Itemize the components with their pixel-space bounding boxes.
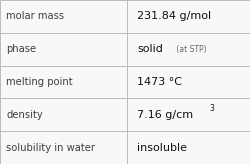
Text: solid: solid <box>137 44 163 54</box>
Text: 3: 3 <box>210 104 214 113</box>
Text: 231.84 g/mol: 231.84 g/mol <box>137 11 211 21</box>
Text: (at STP): (at STP) <box>174 45 207 54</box>
Text: 1473 °C: 1473 °C <box>137 77 182 87</box>
Text: 7.16 g/cm: 7.16 g/cm <box>137 110 193 120</box>
Text: molar mass: molar mass <box>6 11 64 21</box>
Text: solubility in water: solubility in water <box>6 143 95 153</box>
Text: melting point: melting point <box>6 77 73 87</box>
Text: insoluble: insoluble <box>137 143 187 153</box>
Text: density: density <box>6 110 43 120</box>
Text: phase: phase <box>6 44 36 54</box>
